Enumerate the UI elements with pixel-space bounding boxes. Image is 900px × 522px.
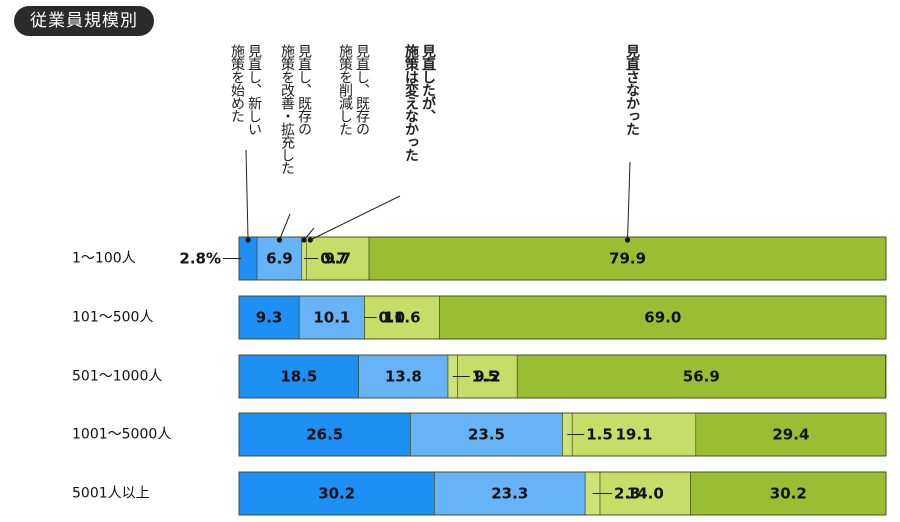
legend-dot [624, 237, 631, 243]
bar-outline [238, 354, 887, 399]
legend-leader [303, 227, 315, 241]
data-label: 13.8 [385, 368, 422, 386]
legend-label: 見直し、新しい 施策を始めた [228, 44, 262, 135]
data-label: 30.2 [318, 485, 355, 503]
data-label: 6.9 [266, 250, 293, 268]
category-label: 101〜500人 [72, 310, 153, 326]
data-label: 1.5 [586, 426, 613, 444]
legend-leader [278, 213, 291, 241]
bar-segment [238, 471, 435, 516]
data-label: 2.8% [179, 250, 221, 268]
data-label: 11.6 [384, 309, 421, 327]
data-label: 10.1 [313, 309, 350, 327]
data-label: 18.5 [280, 368, 317, 386]
bar-segment [368, 236, 887, 281]
category-label: 5001人以上 [72, 486, 150, 502]
data-label: 23.5 [468, 426, 505, 444]
data-label: 79.9 [609, 250, 646, 268]
bar-segment [298, 295, 365, 340]
bar-segment [238, 412, 411, 457]
bar-outline [238, 295, 887, 340]
bar-outline [238, 412, 887, 457]
bar-segment [410, 412, 563, 457]
data-label: 1.5 [472, 368, 499, 386]
legend-label-line: 見直し、既存の [296, 44, 312, 135]
data-label: 0.7 [320, 250, 347, 268]
chart-title: 従業員規模別 [14, 6, 154, 36]
data-label: 23.3 [491, 485, 528, 503]
bar-segment [434, 471, 586, 516]
bar-segment [439, 295, 887, 340]
category-label: 1〜100人 [72, 251, 136, 267]
data-label: 26.5 [306, 426, 343, 444]
legend-label-line: 施策を改善・拡充した [279, 44, 295, 174]
data-label: 69.0 [644, 309, 681, 327]
data-label: 9.3 [256, 309, 283, 327]
data-label: 19.1 [615, 426, 652, 444]
bar-segment [690, 471, 887, 516]
data-label: 9.2 [474, 368, 501, 386]
data-label: 2.3 [614, 485, 641, 503]
bar-outline [238, 471, 887, 516]
legend-leader [627, 161, 631, 241]
category-label: 1001〜5000人 [72, 427, 171, 443]
legend-label-line: 施策を削減した [337, 44, 353, 135]
legend-label: 見直し、既存の 施策を改善・拡充した [278, 44, 312, 174]
data-label: 9.7 [324, 250, 351, 268]
bar-segment [358, 354, 449, 399]
legend-leader [310, 195, 401, 241]
bar-segment [571, 412, 697, 457]
bar-segment [256, 236, 303, 281]
legend-label-line: 見直し、新しい [246, 44, 262, 135]
data-label: 0.0 [379, 309, 406, 327]
legend-dot [245, 237, 251, 243]
legend-label-line: 施策は変えなかった [403, 44, 419, 161]
data-label: 29.4 [772, 426, 809, 444]
legend-label-line: 施策を始めた [229, 44, 245, 122]
bar-segment [238, 236, 258, 281]
legend-label: 見直したが、 施策は変えなかった [402, 44, 436, 161]
legend-label-line: 見直したが、 [420, 44, 436, 122]
legend-dot [301, 237, 307, 243]
data-label: 14.0 [627, 485, 664, 503]
data-label: 30.2 [770, 485, 807, 503]
category-label: 501〜1000人 [72, 369, 162, 385]
legend-label: 見直し、既存の 施策を削減した [336, 44, 370, 135]
legend-label: 見直さなかった [623, 44, 640, 135]
legend-leader [245, 149, 249, 241]
legend-dot [307, 237, 313, 243]
legend-dot [276, 237, 283, 243]
data-label: 56.9 [683, 368, 720, 386]
legend-label-line: 見直さなかった [624, 44, 640, 135]
legend-label-line: 見直し、既存の [354, 44, 370, 135]
